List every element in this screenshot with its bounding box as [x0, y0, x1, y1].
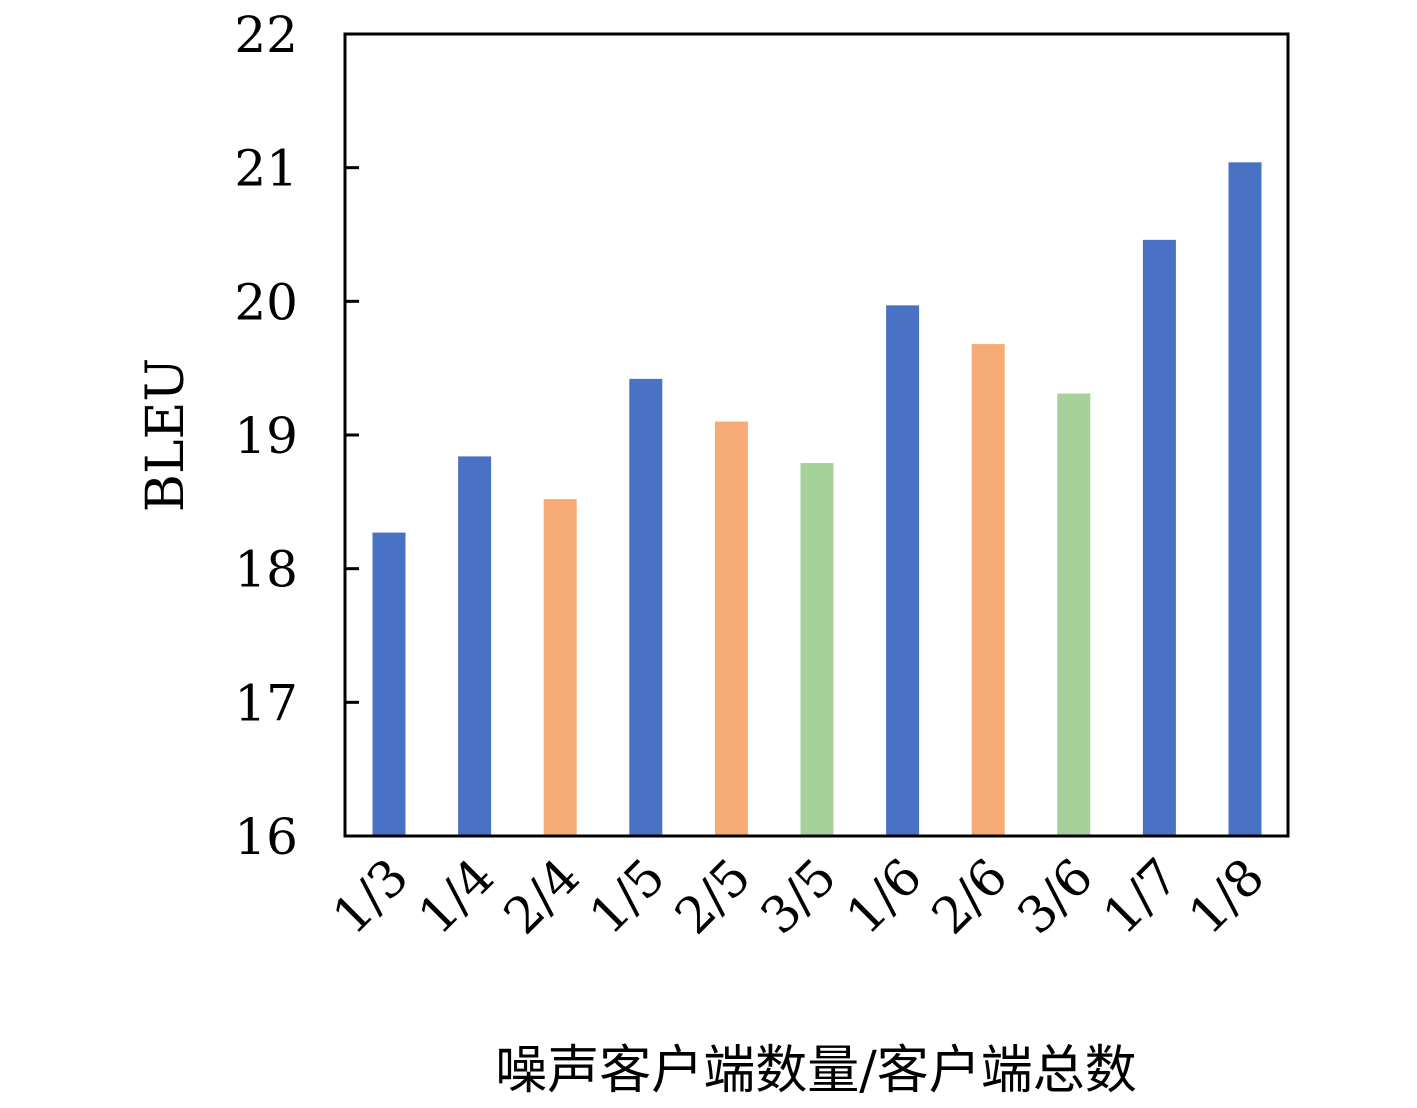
- bar-2-5: [714, 421, 748, 836]
- bar-3-5: [800, 463, 834, 836]
- y-axis-ticks: 16 17 18 19 20 21 22: [234, 6, 359, 866]
- y-tick-label: 19: [234, 407, 298, 465]
- y-tick-label: 18: [234, 541, 298, 599]
- x-tick-label: 1/7: [1092, 847, 1190, 945]
- x-tick-label: 1/4: [407, 847, 505, 945]
- y-tick-label: 20: [234, 273, 298, 331]
- bar-2-6: [971, 344, 1005, 836]
- x-tick-label: 3/6: [1006, 847, 1104, 945]
- x-tick-label: 1/8: [1178, 847, 1276, 945]
- bar-3-6: [1057, 393, 1091, 836]
- x-tick-label: 1/3: [322, 847, 420, 945]
- bar-1-8: [1228, 162, 1262, 836]
- bar-1-3: [372, 532, 406, 836]
- y-tick-label: 17: [234, 674, 298, 732]
- x-tick-label: 2/4: [493, 847, 591, 945]
- bar-1-5: [629, 378, 663, 836]
- y-axis-label: BLEU: [136, 358, 196, 513]
- bars-group: [372, 162, 1262, 836]
- x-tick-label: 1/6: [835, 847, 933, 945]
- bar-1-4: [458, 456, 492, 836]
- x-tick-label: 2/6: [921, 847, 1019, 945]
- x-tick-label: 3/5: [750, 847, 848, 945]
- x-tick-label: 1/5: [578, 847, 676, 945]
- bar-1-7: [1142, 239, 1176, 836]
- bar-1-6: [886, 305, 920, 836]
- y-tick-label: 21: [234, 140, 298, 198]
- plot-frame: [343, 32, 1290, 838]
- bar-2-4: [543, 499, 577, 836]
- x-axis-label: 噪声客户端数量/客户端总数: [495, 1041, 1137, 1101]
- y-tick-label: 22: [234, 6, 298, 64]
- x-tick-label: 2/5: [664, 847, 762, 945]
- x-axis-ticks: 1/31/42/41/52/53/51/62/63/61/71/8: [322, 847, 1276, 945]
- y-tick-label: 16: [234, 808, 298, 866]
